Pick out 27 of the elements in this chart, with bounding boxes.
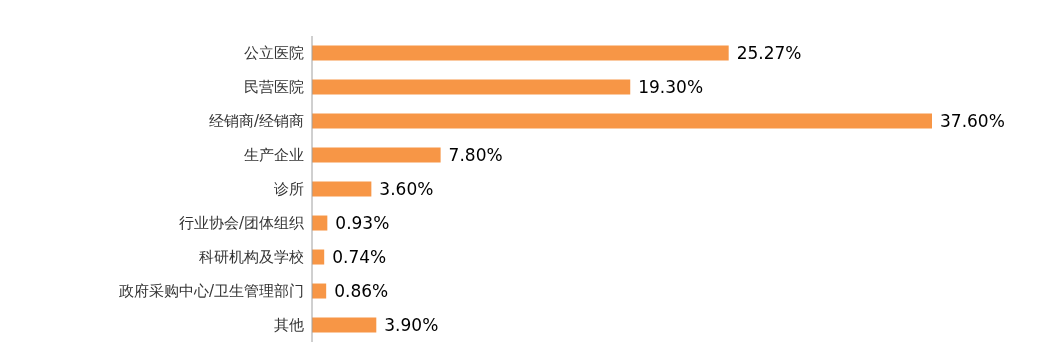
data-label: 0.86% [334,280,389,301]
y-tick-label: 行业协会/团体组织 [178,214,304,233]
bar [312,215,328,231]
data-label: 0.74% [332,246,387,267]
y-tick-label: 生产企业 [244,146,304,165]
bar [312,249,325,265]
data-label: 25.27% [736,42,802,63]
bar [312,79,631,95]
bar [312,283,327,299]
data-label: 3.90% [384,314,439,335]
y-tick-label: 经销商/经销商 [208,112,304,131]
bar [312,147,441,163]
y-tick-label: 政府采购中心/卫生管理部门 [118,282,304,301]
data-label: 7.80% [448,144,503,165]
y-tick-label: 科研机构及学校 [199,248,304,267]
data-label: 19.30% [638,76,704,97]
bar [312,317,377,333]
y-tick-label: 诊所 [274,180,304,199]
y-tick-label: 公立医院 [244,44,304,63]
y-tick-label: 民营医院 [244,78,304,97]
y-tick-label: 其他 [274,316,304,335]
bar [312,45,729,61]
data-label: 3.60% [379,178,434,199]
data-label: 37.60% [940,110,1005,131]
bar [312,181,372,197]
bar [312,113,932,129]
data-label: 0.93% [335,212,390,233]
